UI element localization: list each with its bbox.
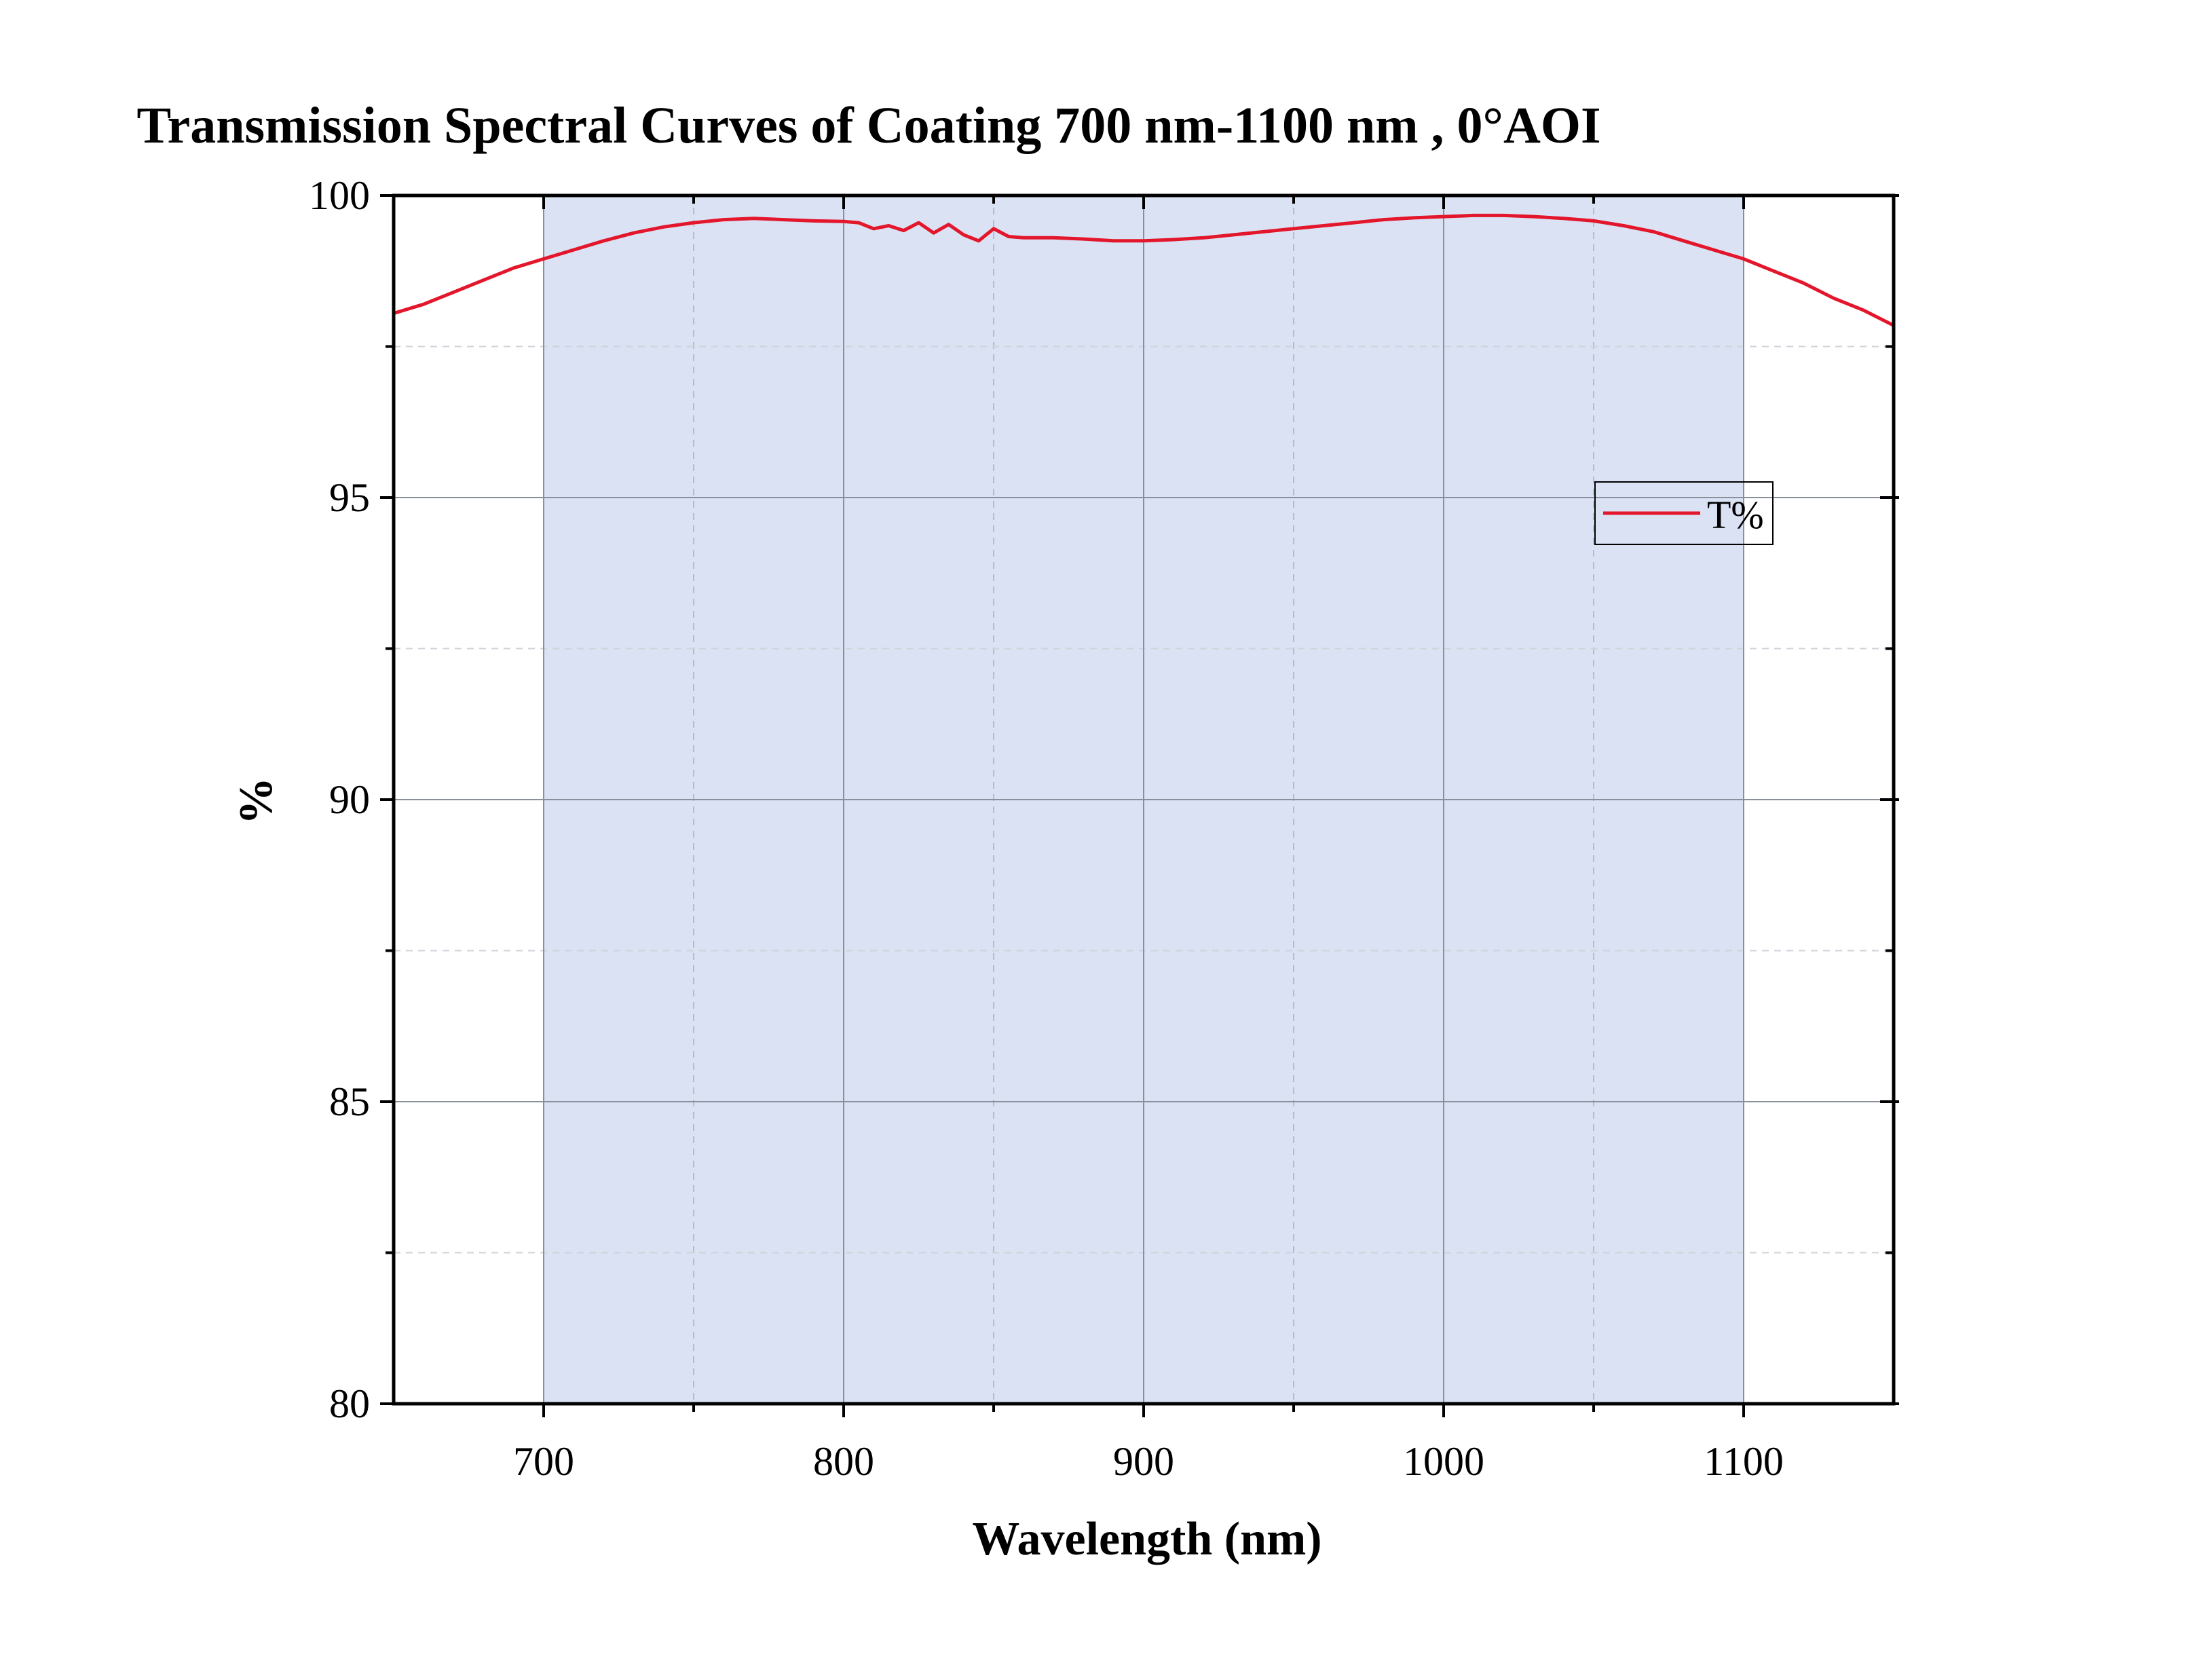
y-tick-label: 95 [329, 475, 370, 520]
legend-box [1594, 481, 1774, 545]
plot-area: 700 800 900 1000 1100 80 85 90 95 100 T% [309, 173, 1899, 1484]
legend-label: T% [1707, 493, 1764, 537]
x-tick-label: 1000 [1403, 1439, 1484, 1484]
y-tick-label: 100 [309, 173, 370, 218]
x-tick-label: 1100 [1704, 1439, 1784, 1484]
y-tick-label: 80 [329, 1381, 370, 1426]
y-axis-title: % [230, 777, 282, 825]
y-tick-label: 85 [329, 1079, 370, 1124]
legend: T% [1594, 481, 1774, 545]
x-tick-label: 900 [1113, 1439, 1174, 1484]
x-tick-label: 800 [813, 1439, 874, 1484]
y-tick-label: 90 [329, 777, 370, 822]
series-line-t-percent [394, 213, 1894, 327]
x-tick-label: 700 [513, 1439, 574, 1484]
chart-title: Transmission Spectral Curves of Coating … [136, 97, 1600, 154]
x-axis-title: Wavelength (nm) [972, 1513, 1321, 1565]
